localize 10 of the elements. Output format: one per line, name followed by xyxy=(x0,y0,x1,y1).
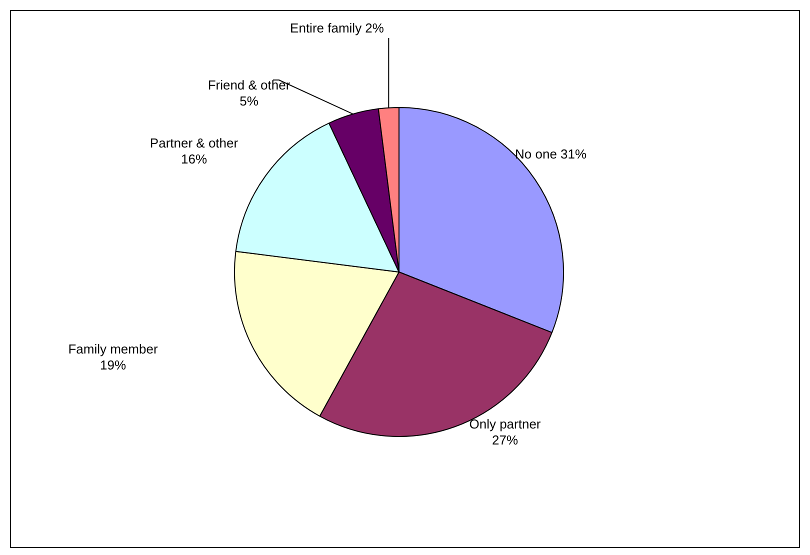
slice-label: Only partner xyxy=(469,416,542,432)
data-label: 5% xyxy=(240,94,259,109)
data-label: 16% xyxy=(180,152,208,167)
slice-label: Entire family 2% xyxy=(290,20,384,36)
slice-label: Friend & other xyxy=(208,78,291,93)
data-label: 19% xyxy=(100,358,126,373)
slice-label: No one 31% xyxy=(515,146,587,162)
slice-label: Partner & other xyxy=(150,136,239,151)
data-label: 27% xyxy=(492,432,518,448)
slice-label: Family member xyxy=(68,342,158,357)
